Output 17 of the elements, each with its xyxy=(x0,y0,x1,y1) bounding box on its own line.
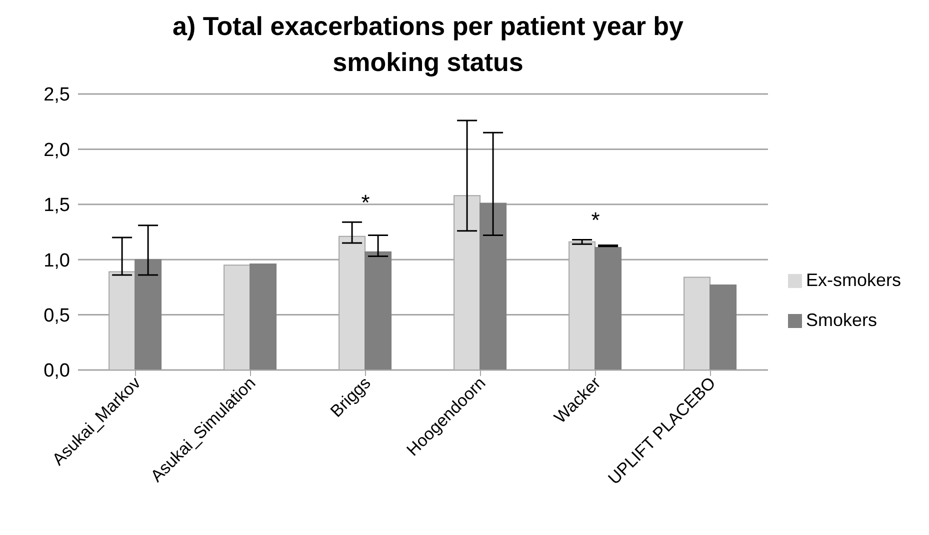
y-tick-label: 1,5 xyxy=(44,195,70,216)
y-tick-label: 2,5 xyxy=(44,84,70,106)
bar xyxy=(594,246,622,370)
annotation: * xyxy=(361,190,370,216)
y-tick-label: 1,0 xyxy=(44,250,70,272)
bar xyxy=(710,284,737,370)
y-tick-label: 0,5 xyxy=(44,306,70,327)
legend-label: Ex-smokers xyxy=(806,270,901,290)
bar xyxy=(250,264,277,370)
chart-title: a) Total exacerbations per patient year by smoking status xyxy=(171,10,685,79)
y-tick-label: 2,0 xyxy=(44,140,70,161)
bar xyxy=(364,251,392,370)
y-tick-label: 0,0 xyxy=(44,360,70,382)
bar xyxy=(134,259,162,370)
legend-label: Smokers xyxy=(806,310,877,330)
annotation: * xyxy=(591,208,600,233)
bar xyxy=(480,202,507,370)
